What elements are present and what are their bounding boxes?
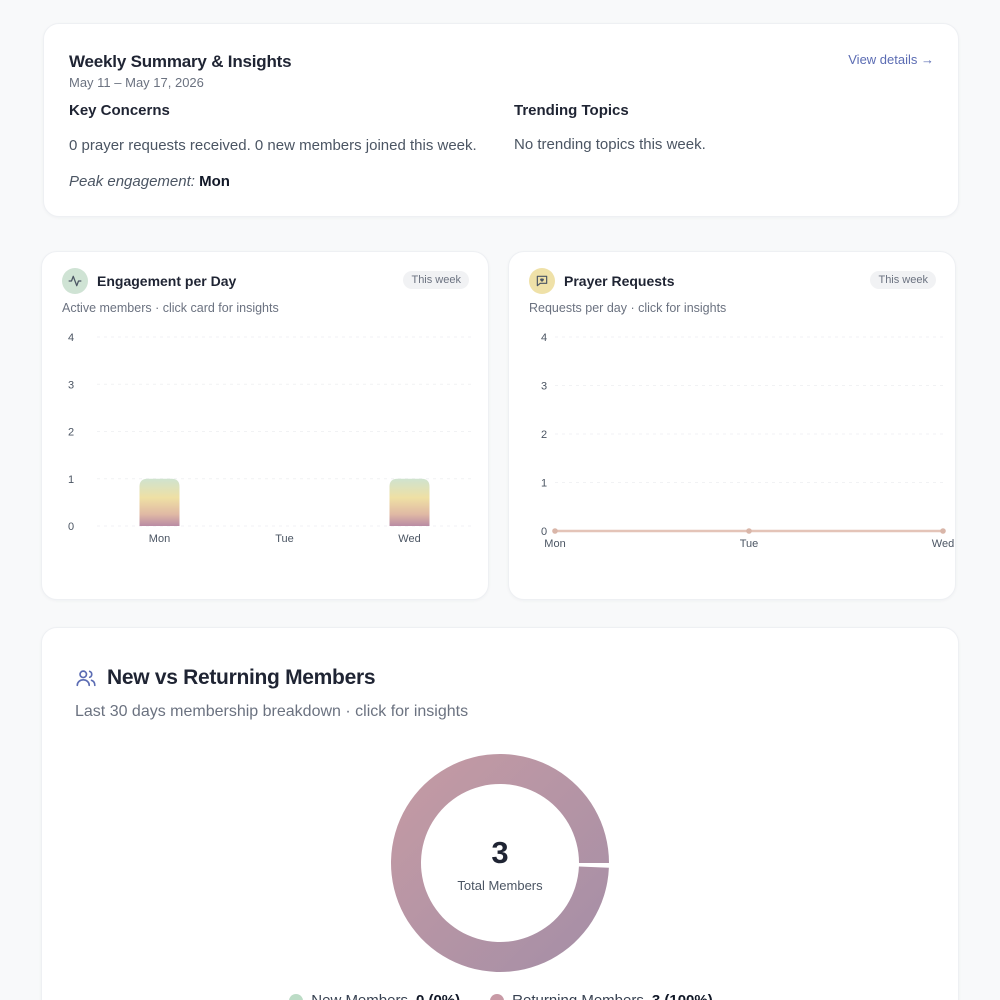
summary-title: Weekly Summary & Insights [69, 52, 292, 71]
members-subtitle: Last 30 days membership breakdown · clic… [75, 703, 469, 720]
x-tick-label: Wed [398, 533, 420, 545]
trending-topics-text: No trending topics this week. [514, 136, 706, 153]
y-tick-label: 0 [68, 521, 74, 533]
key-concerns-heading: Key Concerns [69, 102, 170, 119]
bar-mon[interactable] [139, 478, 180, 526]
prayer-title: Prayer Requests [564, 273, 675, 289]
legend-new-members: New Members 0 (0%) [289, 992, 460, 1000]
peak-engagement-value: Mon [199, 173, 230, 190]
y-tick-label: 4 [68, 332, 74, 344]
y-tick-label: 3 [541, 381, 547, 393]
trending-topics-heading: Trending Topics [514, 102, 629, 119]
members-title: New vs Returning Members [107, 666, 376, 689]
weekly-summary-card: Weekly Summary & Insights May 11 – May 1… [43, 23, 959, 217]
legend-new-label: New Members [311, 992, 408, 1000]
x-tick-label: Mon [149, 533, 170, 545]
y-tick-label: 1 [68, 474, 74, 486]
members-legend: New Members 0 (0%) Returning Members 3 (… [42, 992, 960, 1000]
legend-returning-value: 3 (100%) [652, 992, 713, 1000]
view-details-link[interactable]: View details → [848, 52, 934, 67]
users-icon [76, 670, 96, 687]
legend-new-dot [289, 993, 304, 1000]
engagement-card[interactable]: Engagement per Day This week Active memb… [41, 251, 489, 600]
members-donut-chart: 3 Total Members [390, 754, 609, 972]
legend-returning-label: Returning Members [512, 992, 644, 1000]
prayer-requests-card[interactable]: Prayer Requests This week Requests per d… [508, 251, 956, 600]
legend-returning-members: Returning Members 3 (100%) [490, 992, 713, 1000]
y-tick-label: 4 [541, 332, 547, 344]
members-card[interactable]: New vs Returning Members Last 30 days me… [41, 627, 959, 1000]
prayer-badge: This week [870, 271, 936, 289]
x-tick-label: Wed [932, 538, 954, 550]
legend-returning-dot [490, 993, 505, 1000]
bar-wed[interactable] [389, 478, 430, 526]
key-concerns-text: 0 prayer requests received. 0 new member… [69, 137, 477, 154]
x-tick-label: Mon [544, 538, 565, 550]
engagement-badge: This week [403, 271, 469, 289]
y-tick-label: 1 [541, 478, 547, 490]
engagement-bar-chart: 0 1 2 3 4 Mon Tue Wed [68, 332, 472, 545]
y-tick-label: 3 [68, 379, 74, 391]
engagement-title: Engagement per Day [97, 273, 237, 289]
engagement-subtitle: Active members · click card for insights [62, 301, 279, 315]
message-heart-icon [529, 268, 555, 294]
x-tick-label: Tue [275, 533, 294, 545]
activity-icon [62, 268, 88, 294]
prayer-line-chart: 0 1 2 3 4 Mon Tue Wed [541, 332, 954, 550]
point-tue[interactable] [746, 528, 752, 534]
prayer-subtitle: Requests per day · click for insights [529, 301, 727, 315]
total-members-value: 3 [491, 835, 508, 870]
peak-engagement-label: Peak engagement: [69, 173, 195, 190]
total-members-label: Total Members [457, 878, 543, 893]
point-wed[interactable] [940, 528, 946, 534]
y-tick-label: 2 [541, 429, 547, 441]
x-tick-label: Tue [740, 538, 759, 550]
y-tick-label: 2 [68, 427, 74, 439]
summary-date-range: May 11 – May 17, 2026 [69, 75, 204, 90]
point-mon[interactable] [552, 528, 558, 534]
y-tick-label: 0 [541, 526, 547, 538]
peak-engagement: Peak engagement: Mon [69, 173, 230, 190]
legend-new-value: 0 (0%) [416, 992, 460, 1000]
